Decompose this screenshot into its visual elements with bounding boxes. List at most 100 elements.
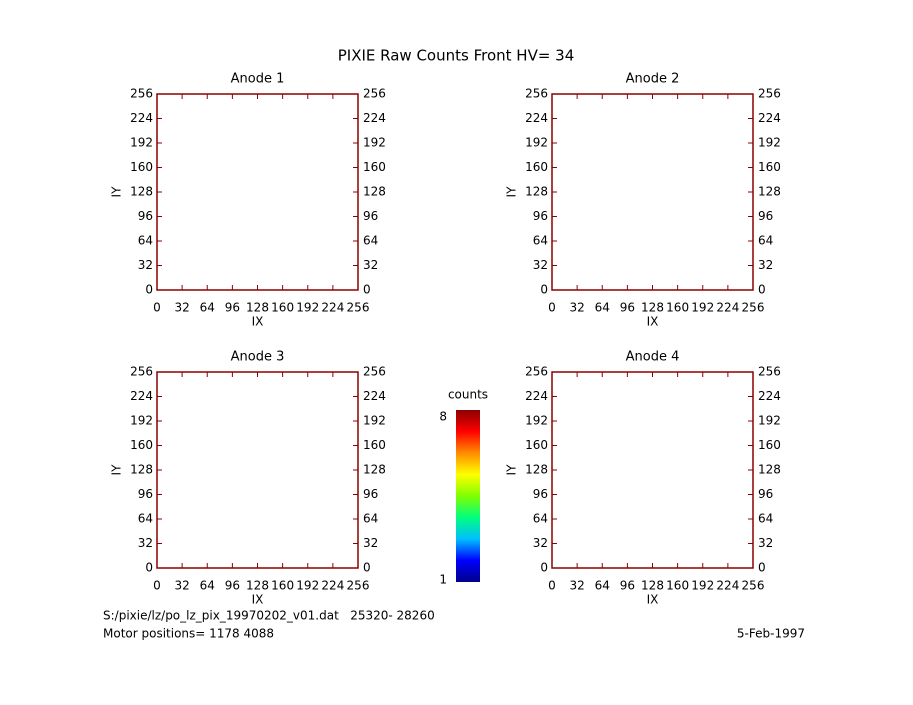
y-tick-label: 96 [138, 487, 153, 501]
x-axis-label: IX [647, 315, 659, 329]
y-tick-label: 128 [525, 463, 548, 477]
y2-tick-label: 256 [363, 365, 386, 379]
x-tick-label: 224 [321, 301, 344, 315]
y-tick-label: 32 [533, 536, 548, 550]
y-tick-label: 160 [525, 160, 548, 174]
y2-tick-label: 0 [758, 283, 766, 297]
x-tick-label: 64 [200, 579, 215, 593]
x-tick-label: 160 [666, 579, 689, 593]
x-tick-label: 160 [666, 301, 689, 315]
y-tick-label: 224 [130, 111, 153, 125]
y-tick-label: 128 [130, 185, 153, 199]
y2-tick-label: 192 [758, 414, 781, 428]
y2-tick-label: 256 [363, 87, 386, 101]
panel-title: Anode 2 [626, 72, 680, 87]
y2-tick-label: 192 [758, 136, 781, 150]
x-tick-label: 128 [246, 579, 269, 593]
y-tick-label: 256 [130, 87, 153, 101]
x-tick-label: 64 [595, 301, 610, 315]
x-tick-label: 32 [174, 301, 189, 315]
x-tick-label: 192 [296, 579, 319, 593]
x-tick-label: 0 [548, 301, 556, 315]
x-tick-label: 224 [321, 579, 344, 593]
x-tick-label: 192 [296, 301, 319, 315]
y-tick-label: 192 [525, 414, 548, 428]
y2-tick-label: 32 [363, 536, 378, 550]
file-info: S:/pixie/lz/po_lz_pix_19970202_v01.dat 2… [103, 609, 435, 623]
x-tick-label: 160 [271, 301, 294, 315]
y-tick-label: 224 [130, 389, 153, 403]
y2-tick-label: 160 [363, 438, 386, 452]
y2-tick-label: 224 [758, 111, 781, 125]
y-tick-label: 32 [533, 258, 548, 272]
y-tick-label: 0 [145, 561, 153, 575]
y-tick-label: 224 [525, 389, 548, 403]
colorbar-tick-label: 1 [439, 573, 447, 587]
y2-tick-label: 64 [363, 234, 378, 248]
y-tick-label: 128 [525, 185, 548, 199]
y2-tick-label: 32 [758, 536, 773, 550]
y2-tick-label: 128 [363, 463, 386, 477]
x-tick-label: 256 [742, 579, 765, 593]
y-tick-label: 224 [525, 111, 548, 125]
y-tick-label: 32 [138, 258, 153, 272]
y-tick-label: 32 [138, 536, 153, 550]
y-axis-label: IY [110, 464, 124, 476]
y2-tick-label: 256 [758, 87, 781, 101]
y-tick-label: 256 [525, 365, 548, 379]
y-tick-label: 64 [533, 234, 548, 248]
y-tick-label: 192 [525, 136, 548, 150]
x-tick-label: 160 [271, 579, 294, 593]
y-tick-label: 96 [533, 209, 548, 223]
x-tick-label: 32 [569, 301, 584, 315]
y-tick-label: 64 [533, 512, 548, 526]
panel-title: Anode 3 [231, 350, 285, 365]
panel-title: Anode 1 [231, 72, 285, 87]
y2-tick-label: 192 [363, 136, 386, 150]
y-tick-label: 160 [130, 160, 153, 174]
y2-tick-label: 96 [758, 487, 773, 501]
y2-tick-label: 224 [758, 389, 781, 403]
x-tick-label: 192 [691, 579, 714, 593]
y-tick-label: 128 [130, 463, 153, 477]
y2-tick-label: 224 [363, 111, 386, 125]
y2-tick-label: 192 [363, 414, 386, 428]
y2-tick-label: 0 [363, 561, 371, 575]
y-axis-label: IY [505, 186, 519, 198]
y-tick-label: 160 [525, 438, 548, 452]
y2-tick-label: 160 [758, 160, 781, 174]
x-tick-label: 224 [716, 579, 739, 593]
y2-tick-label: 224 [363, 389, 386, 403]
colorbar-label: counts [448, 388, 488, 402]
x-tick-label: 192 [691, 301, 714, 315]
x-tick-label: 96 [225, 301, 240, 315]
panel-title: Anode 4 [626, 350, 680, 365]
y-tick-label: 192 [130, 414, 153, 428]
x-tick-label: 0 [153, 301, 161, 315]
y2-tick-label: 128 [363, 185, 386, 199]
y2-tick-label: 96 [758, 209, 773, 223]
y-axis-label: IY [505, 464, 519, 476]
y-tick-label: 0 [145, 283, 153, 297]
y-axis-label: IY [110, 186, 124, 198]
y2-tick-label: 32 [363, 258, 378, 272]
y-tick-label: 0 [540, 283, 548, 297]
x-tick-label: 224 [716, 301, 739, 315]
x-tick-label: 256 [347, 579, 370, 593]
y-tick-label: 96 [138, 209, 153, 223]
x-tick-label: 96 [225, 579, 240, 593]
y2-tick-label: 128 [758, 463, 781, 477]
plot-frame [156, 371, 359, 569]
y2-tick-label: 32 [758, 258, 773, 272]
y2-tick-label: 160 [363, 160, 386, 174]
y-tick-label: 192 [130, 136, 153, 150]
x-tick-label: 256 [742, 301, 765, 315]
y-tick-label: 96 [533, 487, 548, 501]
x-axis-label: IX [252, 315, 264, 329]
y2-tick-label: 0 [363, 283, 371, 297]
plot-frame [156, 93, 359, 291]
y2-tick-label: 64 [363, 512, 378, 526]
x-tick-label: 96 [620, 579, 635, 593]
x-tick-label: 128 [641, 301, 664, 315]
